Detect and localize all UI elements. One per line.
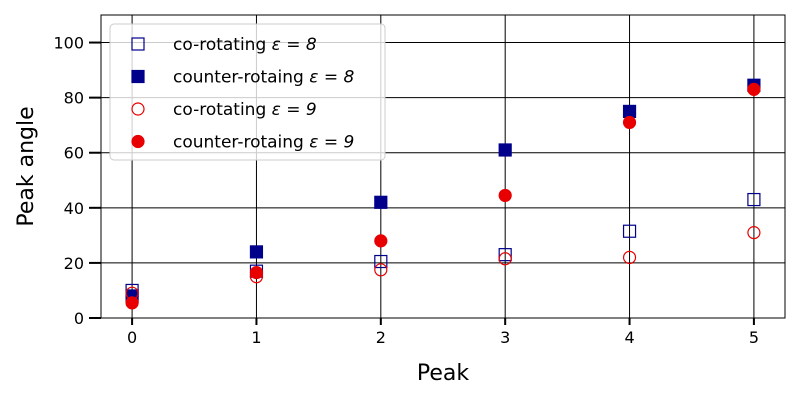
legend-label-text: counter-rotaing <box>173 68 309 88</box>
legend-label: co-rotating ε = 9 <box>173 100 317 120</box>
legend-item: counter-rotaing ε = 8 <box>131 68 354 88</box>
legend-item: counter-rotaing ε = 9 <box>131 133 354 153</box>
data-point <box>747 82 761 96</box>
data-point <box>374 234 388 248</box>
data-point <box>622 115 637 130</box>
legend-label: counter-rotaing ε = 8 <box>173 68 354 88</box>
y-axis-label: Peak angle <box>14 106 39 226</box>
data-point <box>747 192 761 207</box>
series-4 <box>125 82 761 310</box>
data-point <box>498 143 512 157</box>
legend-label-math: ε = 9 <box>272 100 317 120</box>
legend-item: co-rotating ε = 8 <box>131 35 317 55</box>
y-tick-label: 40 <box>64 199 84 218</box>
y-tick-label: 100 <box>53 34 84 53</box>
legend-marker <box>131 37 145 51</box>
data-point <box>249 245 264 259</box>
legend-marker <box>131 69 145 84</box>
data-marks <box>125 78 761 310</box>
legend-item: co-rotating ε = 9 <box>131 100 317 120</box>
y-tick-label: 0 <box>74 309 84 328</box>
legend-box <box>109 23 386 161</box>
x-tick-label: 5 <box>749 328 759 347</box>
legend-label: co-rotating ε = 8 <box>173 35 317 55</box>
data-point <box>249 265 264 280</box>
series-1 <box>125 192 761 298</box>
legend-label: counter-rotaing ε = 9 <box>173 133 354 153</box>
data-point <box>498 248 512 262</box>
data-point <box>498 252 512 266</box>
y-tick-label: 60 <box>64 144 84 163</box>
axis-ticks: 0 1 2 3 4 5 0 20 40 60 80 100 <box>53 34 759 347</box>
y-tick-label: 20 <box>64 254 84 273</box>
plot-area-frame <box>100 14 786 319</box>
legend-label-math: ε = 9 <box>309 133 354 153</box>
data-point <box>622 224 637 238</box>
data-point <box>622 250 637 264</box>
data-point <box>125 296 139 310</box>
data-point <box>374 195 388 209</box>
data-point <box>498 188 512 203</box>
legend-marker <box>131 102 145 116</box>
data-point <box>622 104 637 119</box>
legend-label-math: ε = 8 <box>309 68 354 88</box>
x-tick-label: 0 <box>127 328 137 347</box>
legend-label-text: co-rotating <box>173 35 272 55</box>
y-tick-label: 80 <box>64 89 84 108</box>
x-tick-label: 3 <box>500 328 510 347</box>
legend-label-text: co-rotating <box>173 100 272 120</box>
x-axis-label: Peak <box>417 361 469 386</box>
legend-marker <box>131 134 145 149</box>
data-point <box>747 226 761 240</box>
x-tick-label: 1 <box>251 328 261 347</box>
data-point <box>374 254 388 269</box>
legend-label-text: counter-rotaing <box>173 133 309 153</box>
x-tick-label: 2 <box>376 328 386 347</box>
x-tick-label: 4 <box>624 328 634 347</box>
data-point <box>374 263 388 277</box>
legend-label-math: ε = 8 <box>272 35 317 55</box>
